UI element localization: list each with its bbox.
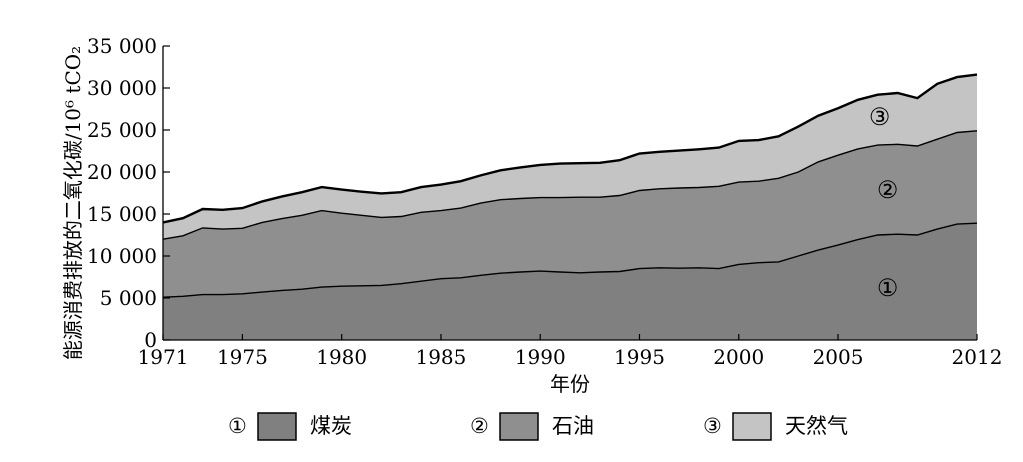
x-tick-label: 1980 — [316, 345, 367, 369]
x-tick-label: 1971 — [138, 345, 189, 369]
area-label-2: ② — [877, 176, 899, 204]
x-tick-label: 1975 — [217, 345, 268, 369]
x-tick-label: 1990 — [515, 345, 566, 369]
legend: ① 煤炭 ② 石油 ③ 天然气 — [228, 412, 848, 441]
area-3 — [163, 74, 977, 240]
y-tick-label: 5 000 — [100, 286, 157, 310]
area-labels: ① ② ③ — [869, 103, 898, 302]
legend-swatch — [257, 412, 297, 441]
y-tick-label: 15 000 — [87, 202, 157, 226]
y-axis-title: 能源消费排放的二氧化碳/10⁶ tCO₂ — [61, 46, 85, 360]
legend-item-3: ③ 天然气 — [703, 412, 848, 441]
area-label-3: ③ — [869, 103, 891, 131]
legend-label: 天然气 — [785, 414, 848, 438]
y-tick-label: 20 000 — [87, 160, 157, 184]
x-tick-label: 2000 — [713, 345, 764, 369]
y-tick-label: 25 000 — [87, 118, 157, 142]
area-1 — [163, 223, 977, 340]
x-tick-label: 2012 — [952, 345, 1003, 369]
series-line-1 — [162, 222, 978, 298]
boundary-lines — [162, 73, 978, 298]
legend-label: 石油 — [552, 414, 594, 438]
area-label-1: ① — [877, 274, 899, 302]
y-tick-label: 0 — [144, 328, 157, 352]
legend-label: 煤炭 — [310, 414, 352, 438]
area-layers — [163, 74, 977, 340]
legend-item-2: ② 石油 — [470, 412, 594, 441]
series-line-2 — [162, 130, 978, 240]
y-tick-label: 35 000 — [87, 34, 157, 58]
x-axis-title: 年份 — [550, 372, 590, 396]
y-tick-label: 10 000 — [87, 244, 157, 268]
series-line-3 — [162, 73, 978, 224]
legend-marker: ③ — [703, 414, 722, 438]
axes — [162, 46, 977, 341]
legend-swatch — [732, 412, 772, 441]
legend-marker: ① — [228, 414, 247, 438]
x-tick-label: 1995 — [614, 345, 665, 369]
legend-marker: ② — [470, 414, 489, 438]
x-tick-label: 2005 — [813, 345, 864, 369]
y-axis-ticks: 0 5 000 10 000 15 000 20 000 25 000 30 000 35 0… — [87, 34, 170, 352]
legend-swatch — [499, 412, 539, 441]
area-2 — [163, 130, 977, 298]
x-tick-label: 1985 — [415, 345, 466, 369]
legend-item-1: ① 煤炭 — [228, 412, 352, 441]
y-tick-label: 30 000 — [87, 76, 157, 100]
x-axis-ticks: 1971 1975 1980 1985 1990 1995 2000 2005 2012 — [138, 334, 1003, 369]
